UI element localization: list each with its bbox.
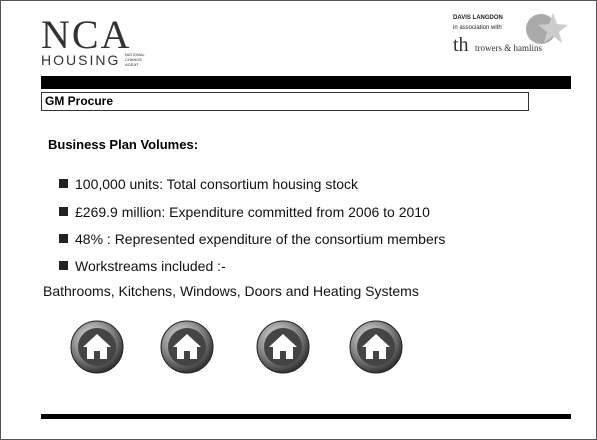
detail: Bathrooms, Kitchens, Windows, Doors and … [43, 283, 419, 299]
logo-main: NCA [41, 12, 132, 57]
section-box: GM Procure [41, 92, 529, 111]
logo-tag-line: NATIONAL [125, 52, 145, 57]
section-title: GM Procure [45, 94, 114, 108]
logo-tag: NATIONAL CHANGE AGENT [125, 52, 145, 67]
star-logo [526, 13, 568, 44]
house-icons [70, 320, 403, 374]
partner-firm: trowers & hamlins [475, 43, 542, 53]
bullet: £269.9 million: Expenditure committed fr… [59, 204, 430, 220]
top-bar [41, 76, 571, 89]
logo-tag-line: AGENT [125, 62, 139, 67]
partner-name: DAVIS LANGDON [453, 15, 503, 21]
bottom-bar [41, 414, 571, 419]
heading: Business Plan Volumes: [48, 137, 199, 152]
logo-sub: HOUSING [41, 52, 121, 68]
partner-mark: th [453, 34, 469, 56]
bullet: 48% : Represented expenditure of the con… [59, 231, 445, 247]
logo-tag-line: CHANGE [125, 57, 143, 62]
bullet: Workstreams included :- [59, 258, 226, 274]
partner-note: in association with [453, 25, 502, 31]
bullet: 100,000 units: Total consortium housing … [59, 176, 358, 192]
